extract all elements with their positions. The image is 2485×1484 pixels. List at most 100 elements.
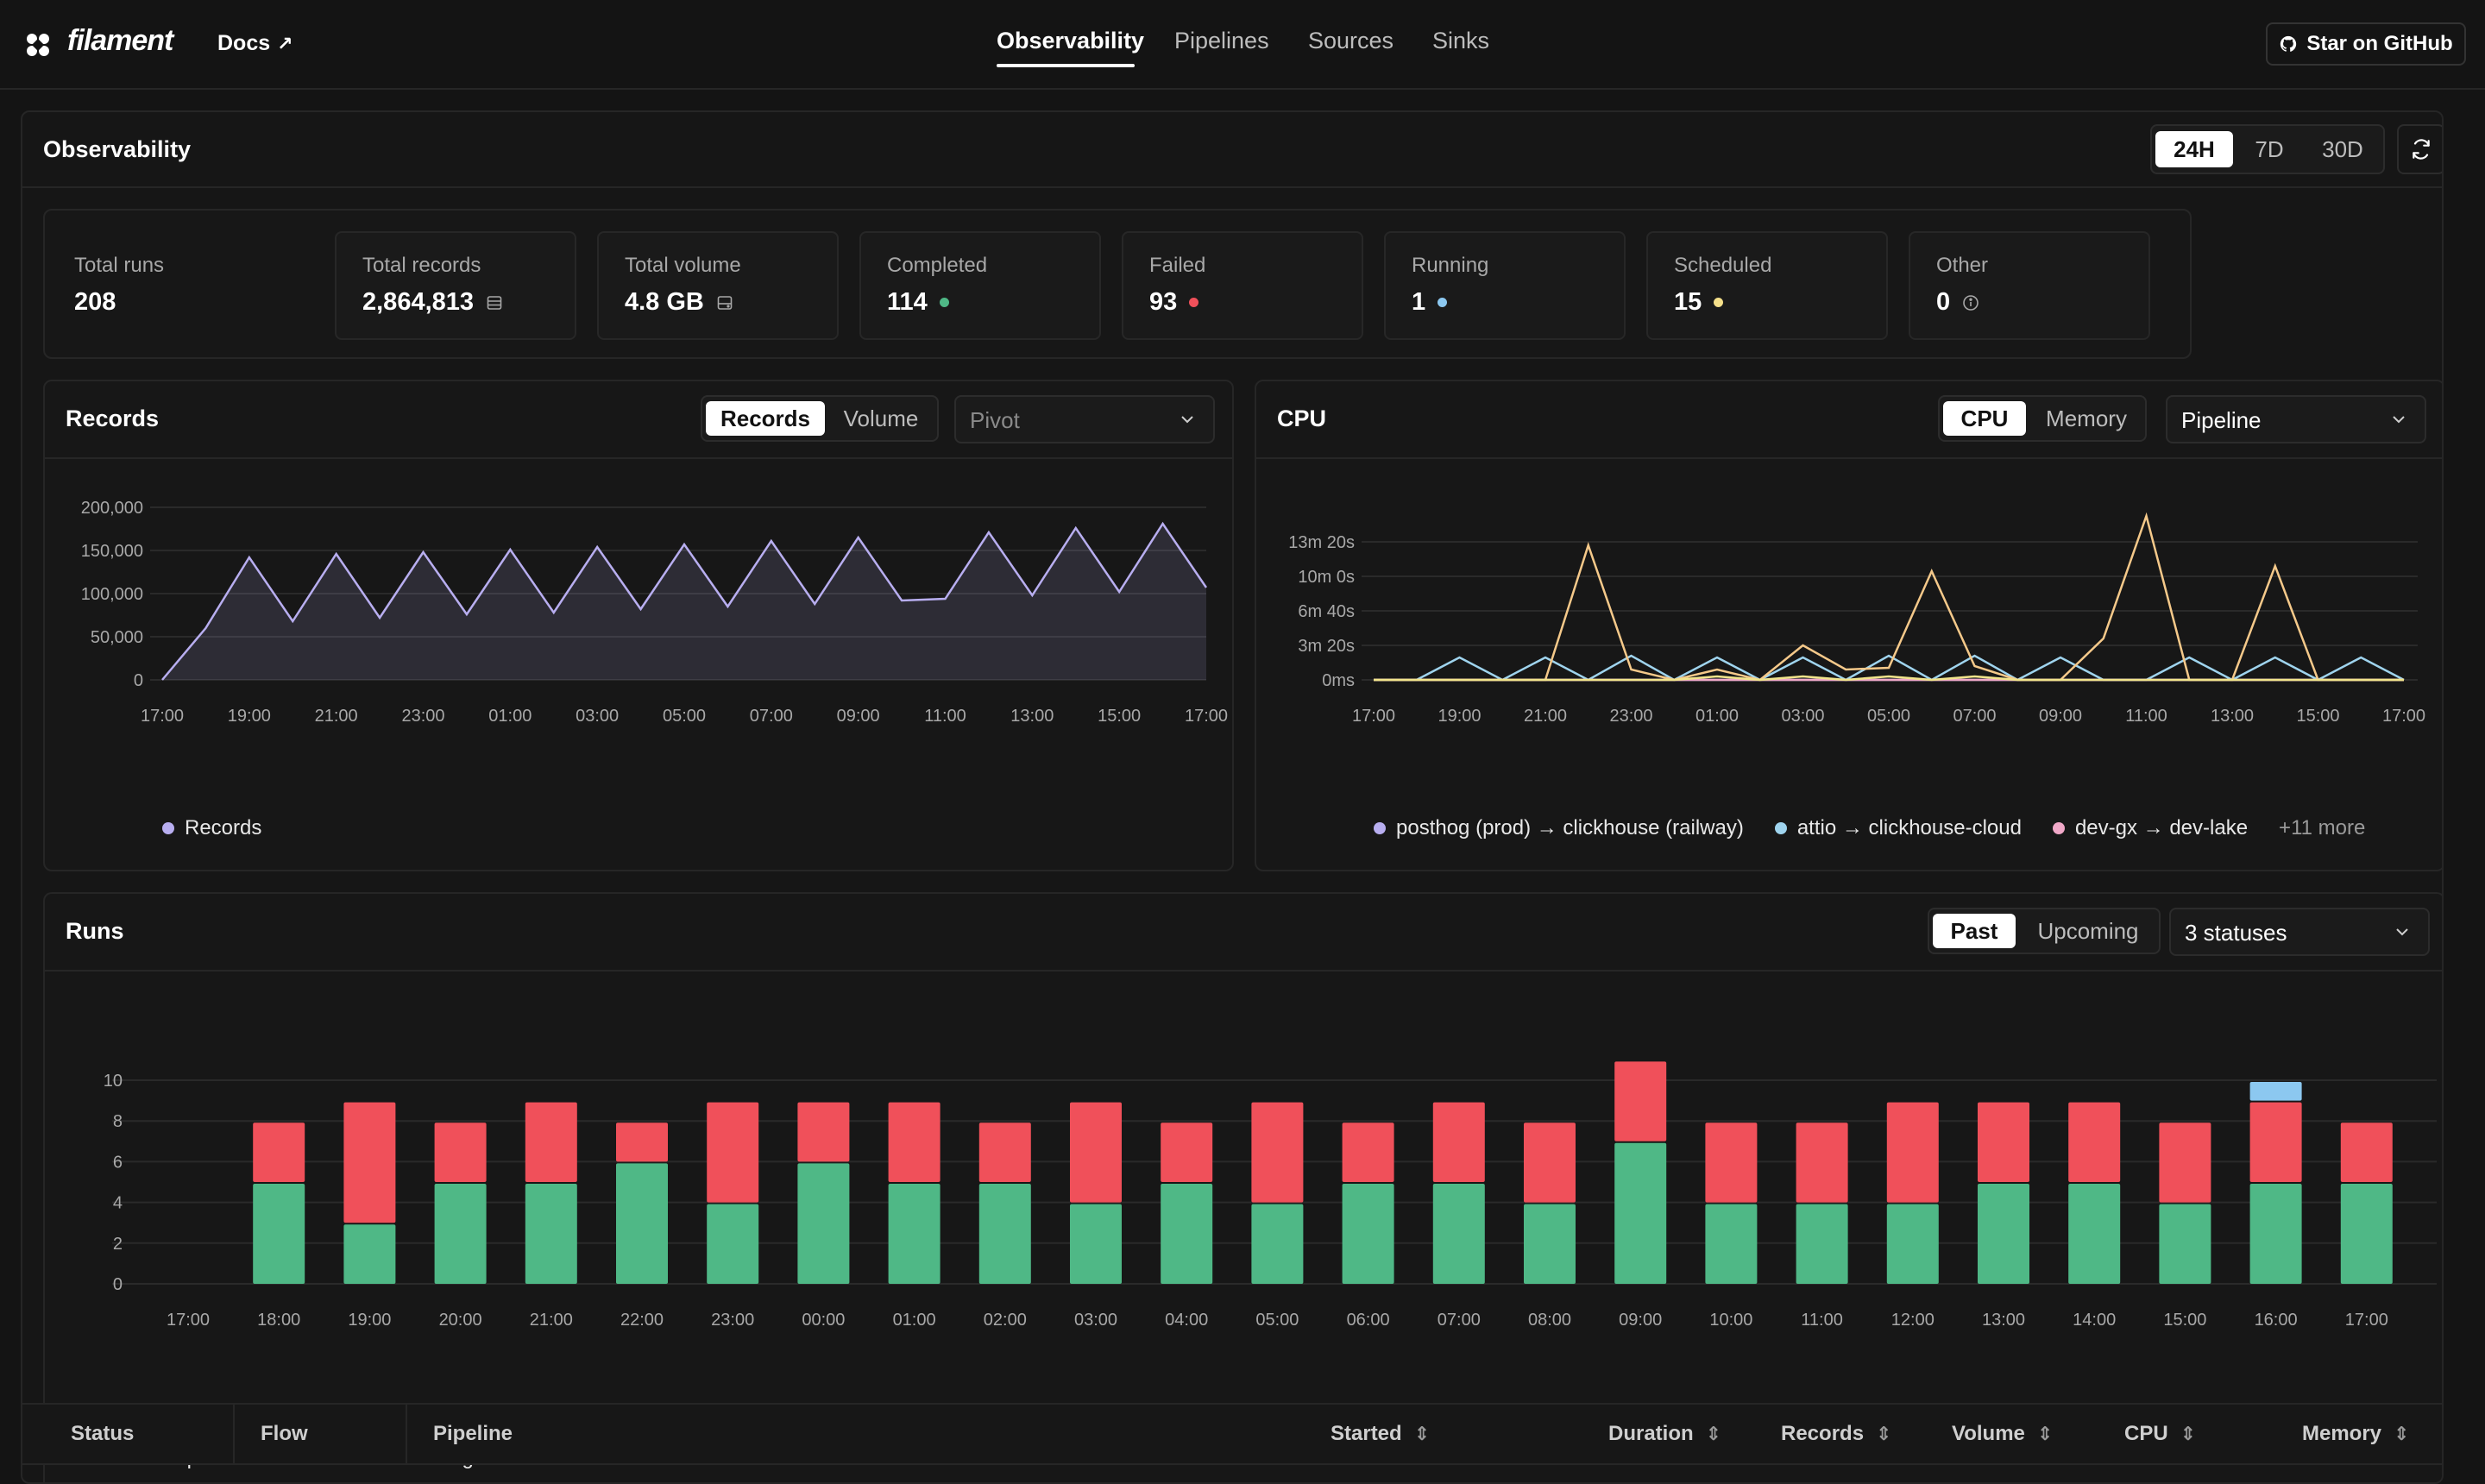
x-tick-label: 08:00 — [1528, 1311, 1571, 1330]
stat-label: Total runs — [74, 254, 165, 277]
star-on-github-button[interactable]: Star on GitHub — [2266, 22, 2466, 66]
y-tick-label: 3m 20s — [1298, 637, 1355, 656]
x-tick-label: 01:00 — [1695, 707, 1739, 726]
runs-card: Runs Past Upcoming 3 statuses 0 2 4 6 8 10 17:… — [43, 892, 2442, 1482]
brand-wordmark[interactable]: filament — [67, 24, 173, 57]
records-card: Records Records Volume Pivot 0 50,000 100,… — [43, 380, 1234, 871]
bar-completed — [616, 1163, 668, 1284]
legend-item-posthog[interactable]: posthog (prod) → clickhouse (railway) — [1374, 816, 1744, 840]
bar-completed — [1978, 1184, 2029, 1284]
x-tick-label: 12:00 — [1891, 1311, 1935, 1330]
runs-table-header: Status Flow Pipeline Started ⇕ Duration ⇕ … — [22, 1403, 2442, 1465]
cpu-card-title: CPU — [1277, 406, 1327, 431]
sort-icon: ⇕ — [1705, 1423, 1722, 1444]
column-started[interactable]: Started ⇕ — [1331, 1422, 1430, 1446]
x-tick-label: 01:00 — [893, 1311, 936, 1330]
bar-completed — [1705, 1204, 1758, 1284]
pipeline-select[interactable]: Pipeline — [2166, 395, 2426, 443]
tab-observability[interactable]: Observability — [997, 28, 1145, 53]
chevron-down-icon — [1181, 416, 1193, 424]
bar-completed — [2340, 1184, 2393, 1284]
status-filter-select[interactable]: 3 statuses — [2169, 908, 2430, 956]
upcoming-toggle-button[interactable]: Upcoming — [2037, 917, 2139, 944]
sort-icon: ⇕ — [2036, 1423, 2054, 1444]
legend-item-attio[interactable]: attio → clickhouse-cloud — [1774, 816, 2022, 840]
y-tick-label: 0 — [134, 671, 143, 690]
rows-icon — [487, 295, 502, 310]
bar-failed — [2068, 1102, 2121, 1182]
pivot-select[interactable]: Pivot — [954, 395, 1215, 443]
bar-completed — [1432, 1184, 1485, 1284]
legend-label: Records — [185, 816, 262, 839]
bar-completed — [2249, 1184, 2302, 1284]
tab-sources[interactable]: Sources — [1308, 28, 1394, 53]
column-volume[interactable]: Volume ⇕ — [1952, 1422, 2053, 1446]
status-filter-value: 3 statuses — [2185, 920, 2287, 946]
column-status[interactable]: Status — [71, 1422, 135, 1445]
info-icon[interactable] — [1962, 294, 1979, 311]
x-tick-label: 14:00 — [2073, 1311, 2116, 1330]
bar-failed — [1070, 1102, 1122, 1203]
bar-completed — [2159, 1204, 2211, 1284]
cpu-card-header: CPU CPU Memory Pipeline — [1256, 381, 2442, 459]
bar-completed — [434, 1184, 487, 1284]
bar-failed — [707, 1102, 759, 1203]
stat-value: 0 — [1936, 288, 1951, 316]
y-tick-label: 150,000 — [81, 542, 143, 561]
time-range-toggle: 24H 7D 30D — [2150, 124, 2385, 174]
page-title: Observability — [43, 136, 192, 162]
column-pipeline[interactable]: Pipeline — [433, 1422, 513, 1445]
x-tick-label: 15:00 — [2163, 1311, 2206, 1330]
bar-completed — [1070, 1204, 1122, 1284]
bar-failed — [978, 1122, 1031, 1182]
memory-toggle-button[interactable]: Memory — [2046, 405, 2127, 431]
column-label: Duration — [1608, 1422, 1694, 1445]
x-tick-label: 19:00 — [228, 707, 271, 726]
column-records[interactable]: Records ⇕ — [1781, 1422, 1891, 1446]
x-tick-label: 20:00 — [439, 1311, 482, 1330]
column-flow[interactable]: Flow — [261, 1422, 308, 1445]
x-tick-label: 17:00 — [141, 707, 184, 726]
column-label: CPU — [2124, 1422, 2168, 1445]
range-7d-button[interactable]: 7D — [2255, 135, 2284, 162]
records-legend: Records — [162, 816, 261, 840]
docs-link[interactable]: Docs ↗ — [217, 31, 293, 56]
range-30d-button[interactable]: 30D — [2322, 135, 2363, 162]
column-cpu[interactable]: CPU ⇕ — [2124, 1422, 2196, 1446]
refresh-button[interactable] — [2397, 124, 2442, 174]
records-area-fill — [162, 524, 1206, 680]
volume-toggle-button[interactable]: Volume — [843, 405, 919, 431]
stat-label: Total records — [362, 254, 481, 277]
cpu-toggle-button[interactable]: CPU — [1943, 401, 2026, 436]
range-24h-button[interactable]: 24H — [2155, 131, 2233, 167]
tab-pipelines[interactable]: Pipelines — [1174, 28, 1269, 53]
x-tick-label: 13:00 — [1982, 1311, 2025, 1330]
column-label: Volume — [1952, 1422, 2025, 1445]
records-toggle-button[interactable]: Records — [706, 401, 825, 436]
tab-sinks[interactable]: Sinks — [1432, 28, 1490, 53]
x-tick-label: 07:00 — [1953, 707, 1996, 726]
column-memory[interactable]: Memory ⇕ — [2302, 1422, 2409, 1446]
logo-icon[interactable] — [26, 33, 50, 57]
x-tick-label: 09:00 — [1619, 1311, 1662, 1330]
bar-failed — [1705, 1122, 1758, 1203]
cpu-series-line-4 — [1374, 675, 2404, 682]
bar-failed — [2249, 1102, 2302, 1182]
x-tick-label: 17:00 — [1352, 707, 1395, 726]
docs-label: Docs — [217, 31, 271, 55]
runs-card-title: Runs — [66, 918, 124, 944]
bar-running — [2249, 1082, 2302, 1101]
bar-completed — [1161, 1184, 1213, 1284]
bar-failed — [1342, 1122, 1394, 1182]
bar-failed — [2159, 1122, 2211, 1203]
legend-item-dev-gx[interactable]: dev-gx → dev-lake — [2052, 816, 2248, 840]
x-tick-label: 03:00 — [1074, 1311, 1117, 1330]
x-tick-label: 19:00 — [1438, 707, 1481, 726]
y-tick-label: 2 — [113, 1235, 123, 1254]
legend-item-records[interactable]: Records — [162, 816, 261, 840]
bar-completed — [1524, 1204, 1576, 1284]
past-toggle-button[interactable]: Past — [1933, 914, 2016, 948]
column-duration[interactable]: Duration ⇕ — [1608, 1422, 1721, 1446]
failed-dot-icon — [1189, 298, 1199, 307]
legend-more[interactable]: +11 more — [2279, 816, 2366, 839]
